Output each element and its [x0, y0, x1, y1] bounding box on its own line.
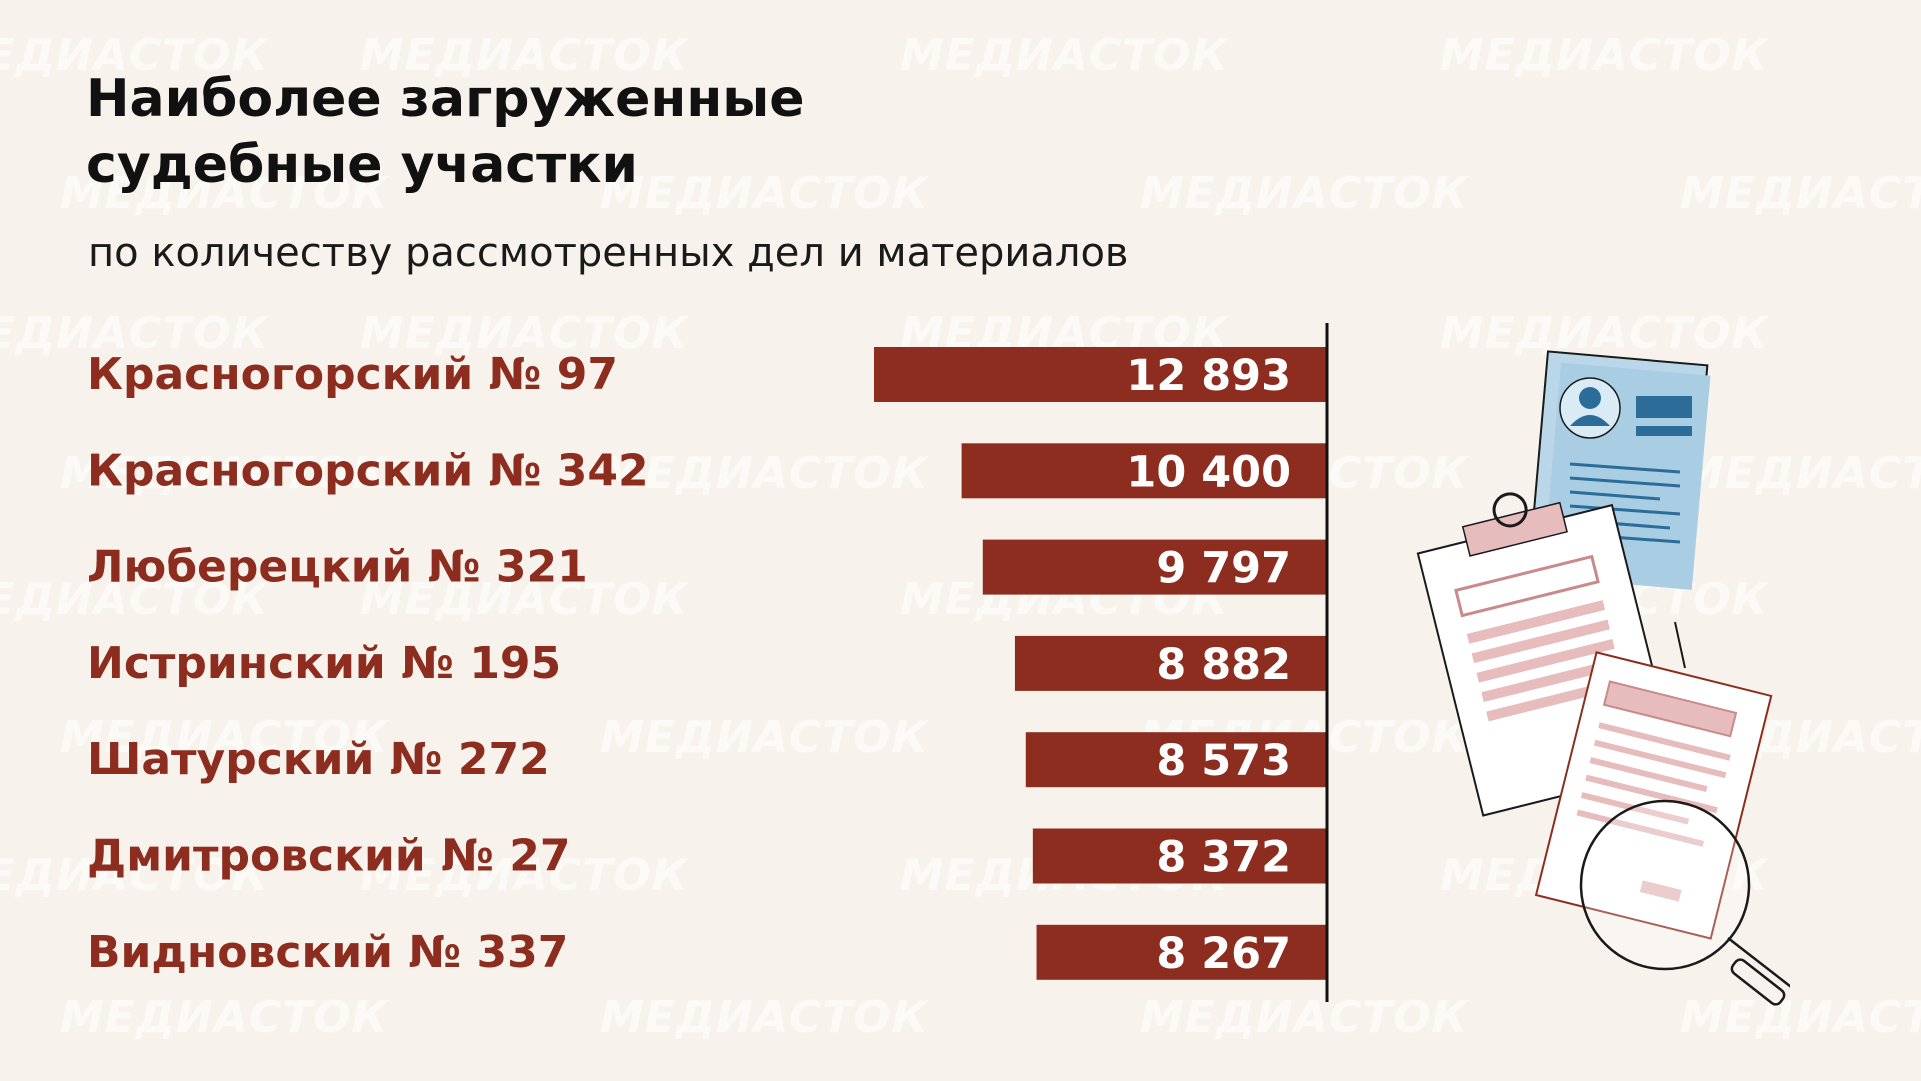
category-label: Шатурский № 272 [87, 734, 550, 785]
bar [1036, 924, 1327, 980]
bar-value-label: 8 372 [1156, 833, 1291, 883]
bar-value-label: 8 573 [1156, 736, 1291, 786]
bar-value-label: 8 267 [1156, 929, 1291, 979]
chart-subtitle: по количеству рассмотренных дел и матери… [88, 230, 1129, 276]
category-label: Люберецкий № 321 [87, 542, 588, 593]
bar-value-label: 8 882 [1156, 640, 1291, 690]
category-label: Красногорский № 97 [87, 349, 618, 400]
bar [1032, 828, 1327, 884]
bar [1014, 635, 1327, 691]
report-document-icon [1534, 651, 1773, 940]
category-label: Дмитровский № 27 [87, 831, 570, 882]
divider-line [1674, 621, 1686, 669]
bar-value-label: 10 400 [1126, 447, 1291, 497]
category-label: Красногорский № 342 [87, 445, 649, 496]
category-label: Видновский № 337 [87, 927, 568, 978]
chart-title: Наиболее загруженные судебные участки [86, 66, 986, 198]
bar [961, 443, 1327, 499]
magnifier-icon [1579, 799, 1790, 1006]
chart-title-line-2: судебные участки [86, 135, 638, 195]
bar [982, 539, 1327, 595]
bar [874, 347, 1327, 402]
bar-value-label: 9 797 [1156, 544, 1291, 594]
documents-illustration [1416, 350, 1790, 1006]
bar-value-label: 12 893 [1126, 351, 1291, 401]
bar [1025, 732, 1327, 788]
category-label: Истринский № 195 [87, 638, 561, 689]
chart-title-line-1: Наиболее загруженные [86, 69, 805, 129]
